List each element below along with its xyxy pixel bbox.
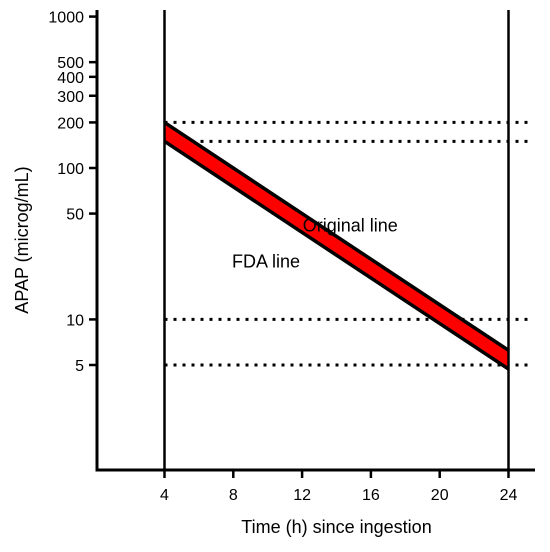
x-tick-label: 16 <box>362 487 380 504</box>
y-tick-label: 300 <box>57 89 84 106</box>
y-tick-label: 400 <box>57 70 84 87</box>
y-tick-label: 10 <box>66 312 84 329</box>
y-tick-label: 5 <box>75 358 84 375</box>
annotation: Original line <box>303 216 398 236</box>
series-line <box>163 120 510 352</box>
x-tick-label: 4 <box>160 487 169 504</box>
x-axis-title: Time (h) since ingestion <box>241 517 431 537</box>
x-tick-label: 20 <box>431 487 449 504</box>
y-axis-title: APAP (microg/mL) <box>12 166 32 313</box>
x-tick-label: 8 <box>229 487 238 504</box>
x-tick-label: 24 <box>500 487 518 504</box>
y-tick-label: 500 <box>57 55 84 72</box>
annotation: FDA line <box>232 252 300 272</box>
nomogram-band <box>164 122 509 370</box>
y-tick-label: 50 <box>66 207 84 224</box>
y-tick-label: 1000 <box>48 10 84 27</box>
series-line <box>163 139 510 371</box>
x-tick-label: 12 <box>293 487 311 504</box>
y-tick-label: 200 <box>57 115 84 132</box>
y-tick-label: 100 <box>57 161 84 178</box>
